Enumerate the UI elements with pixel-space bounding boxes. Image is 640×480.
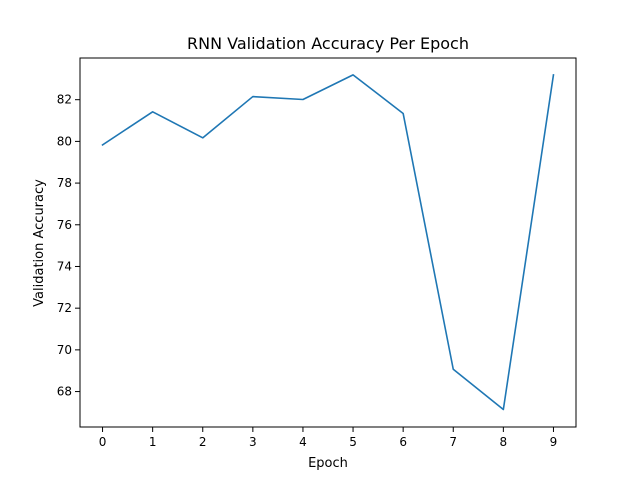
series-line (101, 73, 555, 411)
x-tick-label: 2 (199, 435, 207, 449)
y-tick-label: 82 (57, 93, 72, 107)
y-tick-label: 72 (57, 301, 72, 315)
x-tick-label: 8 (500, 435, 508, 449)
x-tick-label: 6 (399, 435, 407, 449)
y-tick-label: 78 (57, 176, 72, 190)
y-tick-label: 80 (57, 134, 72, 148)
plot-frame (79, 57, 577, 428)
y-axis-label: Validation Accuracy (32, 179, 47, 307)
x-axis: 0 1 2 3 4 5 6 7 8 9 (99, 427, 558, 449)
x-tick-label: 7 (449, 435, 457, 449)
x-tick-label: 4 (299, 435, 307, 449)
y-tick-label: 74 (57, 259, 72, 273)
x-tick-label: 5 (349, 435, 357, 449)
y-tick-label: 70 (57, 343, 72, 357)
y-tick-label: 68 (57, 385, 72, 399)
x-tick-label: 3 (249, 435, 257, 449)
y-tick-label: 76 (57, 218, 72, 232)
y-axis: 68 70 72 74 76 78 80 82 (57, 93, 80, 399)
x-tick-label: 9 (550, 435, 558, 449)
chart-title: RNN Validation Accuracy Per Epoch (187, 34, 469, 53)
x-tick-label: 1 (149, 435, 157, 449)
x-axis-label: Epoch (308, 456, 348, 471)
plot-area (101, 73, 555, 411)
x-tick-label: 0 (99, 435, 107, 449)
